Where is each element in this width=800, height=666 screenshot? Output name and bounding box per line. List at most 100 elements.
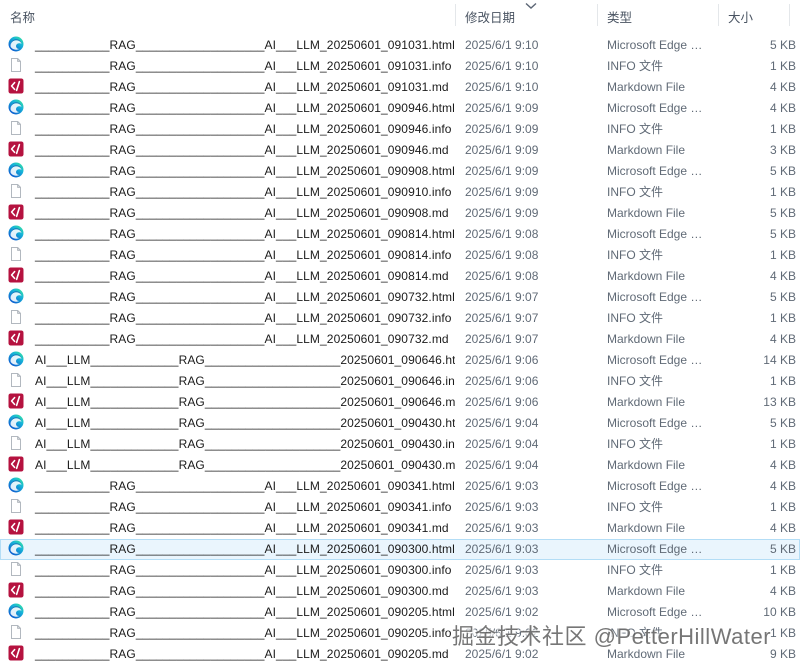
- file-name: AI___LLM_____________RAG________________…: [35, 395, 455, 409]
- file-row[interactable]: ___________RAG___________________AI___LL…: [0, 497, 800, 518]
- file-row[interactable]: AI___LLM_____________RAG________________…: [0, 413, 800, 434]
- info-file-icon: [8, 498, 24, 514]
- file-date-modified: 2025/6/1 9:02: [465, 605, 539, 619]
- file-size: 5 KB: [769, 416, 796, 430]
- info-file-icon: [8, 120, 24, 136]
- file-date-modified: 2025/6/1 9:08: [465, 248, 539, 262]
- file-row[interactable]: AI___LLM_____________RAG________________…: [0, 455, 800, 476]
- file-row[interactable]: ___________RAG___________________AI___LL…: [0, 602, 800, 623]
- file-row[interactable]: ___________RAG___________________AI___LL…: [0, 266, 800, 287]
- file-size: 1 KB: [769, 374, 796, 388]
- file-size: 1 KB: [769, 248, 796, 262]
- file-row[interactable]: ___________RAG___________________AI___LL…: [0, 119, 800, 140]
- file-size: 4 KB: [769, 521, 796, 535]
- file-row[interactable]: ___________RAG___________________AI___LL…: [0, 56, 800, 77]
- file-date-modified: 2025/6/1 9:03: [465, 479, 539, 493]
- markdown-file-icon: [8, 519, 24, 535]
- microsoft-edge-icon: [8, 351, 24, 367]
- column-header-bar: 名称 修改日期 类型 大小: [0, 0, 800, 34]
- file-row[interactable]: ___________RAG___________________AI___LL…: [0, 203, 800, 224]
- file-row[interactable]: ___________RAG___________________AI___LL…: [0, 161, 800, 182]
- file-type: Microsoft Edge …: [607, 479, 703, 493]
- file-row[interactable]: ___________RAG___________________AI___LL…: [0, 182, 800, 203]
- file-name: AI___LLM_____________RAG________________…: [35, 458, 455, 472]
- file-row[interactable]: ___________RAG___________________AI___LL…: [0, 518, 800, 539]
- file-row[interactable]: ___________RAG___________________AI___LL…: [0, 35, 800, 56]
- file-date-modified: 2025/6/1 9:10: [465, 38, 539, 52]
- markdown-file-icon: [8, 330, 24, 346]
- file-name-cell: ___________RAG___________________AI___LL…: [0, 623, 455, 644]
- file-name-cell: ___________RAG___________________AI___LL…: [0, 77, 455, 98]
- file-row[interactable]: AI___LLM_____________RAG________________…: [0, 371, 800, 392]
- file-size: 1 KB: [769, 563, 796, 577]
- file-name-cell: AI___LLM_____________RAG________________…: [0, 434, 455, 455]
- file-size: 1 KB: [769, 311, 796, 325]
- file-row[interactable]: AI___LLM_____________RAG________________…: [0, 434, 800, 455]
- file-type: Markdown File: [607, 80, 686, 94]
- column-header-type[interactable]: 类型: [607, 11, 633, 25]
- file-row[interactable]: ___________RAG___________________AI___LL…: [0, 140, 800, 161]
- info-file-icon: [8, 435, 24, 451]
- file-date-modified: 2025/6/1 9:04: [465, 416, 539, 430]
- file-row[interactable]: ___________RAG___________________AI___LL…: [0, 98, 800, 119]
- sort-descending-chevron-icon[interactable]: [524, 2, 538, 10]
- file-name-cell: ___________RAG___________________AI___LL…: [0, 35, 455, 56]
- file-date-modified: 2025/6/1 9:06: [465, 374, 539, 388]
- file-type: INFO 文件: [607, 311, 663, 325]
- file-date-modified: 2025/6/1 9:03: [465, 584, 539, 598]
- microsoft-edge-icon: [8, 540, 24, 556]
- file-row[interactable]: ___________RAG___________________AI___LL…: [0, 329, 800, 350]
- column-header-name[interactable]: 名称: [10, 11, 36, 25]
- file-name: AI___LLM_____________RAG________________…: [35, 374, 455, 388]
- file-type: INFO 文件: [607, 248, 663, 262]
- file-name: ___________RAG___________________AI___LL…: [35, 479, 455, 493]
- file-type: Microsoft Edge …: [607, 353, 703, 367]
- file-row[interactable]: ___________RAG___________________AI___LL…: [0, 476, 800, 497]
- file-date-modified: 2025/6/1 9:07: [465, 290, 539, 304]
- file-row[interactable]: ___________RAG___________________AI___LL…: [0, 245, 800, 266]
- column-divider[interactable]: [597, 4, 598, 26]
- file-size: 5 KB: [769, 227, 796, 241]
- info-file-icon: [8, 372, 24, 388]
- file-name-cell: AI___LLM_____________RAG________________…: [0, 371, 455, 392]
- file-name: ___________RAG___________________AI___LL…: [35, 311, 452, 325]
- file-row[interactable]: ___________RAG___________________AI___LL…: [0, 623, 800, 644]
- column-header-size[interactable]: 大小: [728, 11, 754, 25]
- file-name: ___________RAG___________________AI___LL…: [35, 164, 455, 178]
- info-file-icon: [8, 57, 24, 73]
- file-date-modified: 2025/6/1 9:07: [465, 311, 539, 325]
- file-row[interactable]: ___________RAG___________________AI___LL…: [0, 287, 800, 308]
- column-divider[interactable]: [455, 4, 456, 26]
- file-size: 5 KB: [769, 290, 796, 304]
- file-date-modified: 2025/6/1 9:09: [465, 143, 539, 157]
- file-name: ___________RAG___________________AI___LL…: [35, 143, 449, 157]
- file-row[interactable]: AI___LLM_____________RAG________________…: [0, 350, 800, 371]
- file-row[interactable]: AI___LLM_____________RAG________________…: [0, 392, 800, 413]
- file-name-cell: ___________RAG___________________AI___LL…: [0, 560, 455, 581]
- column-divider[interactable]: [718, 4, 719, 26]
- file-type: Markdown File: [607, 143, 686, 157]
- file-size: 13 KB: [763, 395, 796, 409]
- file-row[interactable]: ___________RAG___________________AI___LL…: [0, 308, 800, 329]
- file-name-cell: ___________RAG___________________AI___LL…: [0, 497, 455, 518]
- column-divider[interactable]: [789, 4, 790, 26]
- file-row[interactable]: ___________RAG___________________AI___LL…: [0, 581, 800, 602]
- file-date-modified: 2025/6/1 9:02: [465, 626, 539, 640]
- file-row[interactable]: ___________RAG___________________AI___LL…: [0, 77, 800, 98]
- file-row[interactable]: ___________RAG___________________AI___LL…: [0, 539, 800, 560]
- file-type: INFO 文件: [607, 563, 663, 577]
- file-name-cell: ___________RAG___________________AI___LL…: [0, 308, 455, 329]
- file-size: 4 KB: [769, 458, 796, 472]
- file-row[interactable]: ___________RAG___________________AI___LL…: [0, 560, 800, 581]
- file-name-cell: ___________RAG___________________AI___LL…: [0, 644, 455, 665]
- file-type: INFO 文件: [607, 500, 663, 514]
- file-date-modified: 2025/6/1 9:09: [465, 164, 539, 178]
- info-file-icon: [8, 183, 24, 199]
- file-row[interactable]: ___________RAG___________________AI___LL…: [0, 644, 800, 665]
- microsoft-edge-icon: [8, 99, 24, 115]
- file-name-cell: ___________RAG___________________AI___LL…: [0, 518, 455, 539]
- column-header-date-modified[interactable]: 修改日期: [465, 11, 516, 25]
- file-type: Markdown File: [607, 584, 686, 598]
- file-size: 5 KB: [769, 38, 796, 52]
- file-row[interactable]: ___________RAG___________________AI___LL…: [0, 224, 800, 245]
